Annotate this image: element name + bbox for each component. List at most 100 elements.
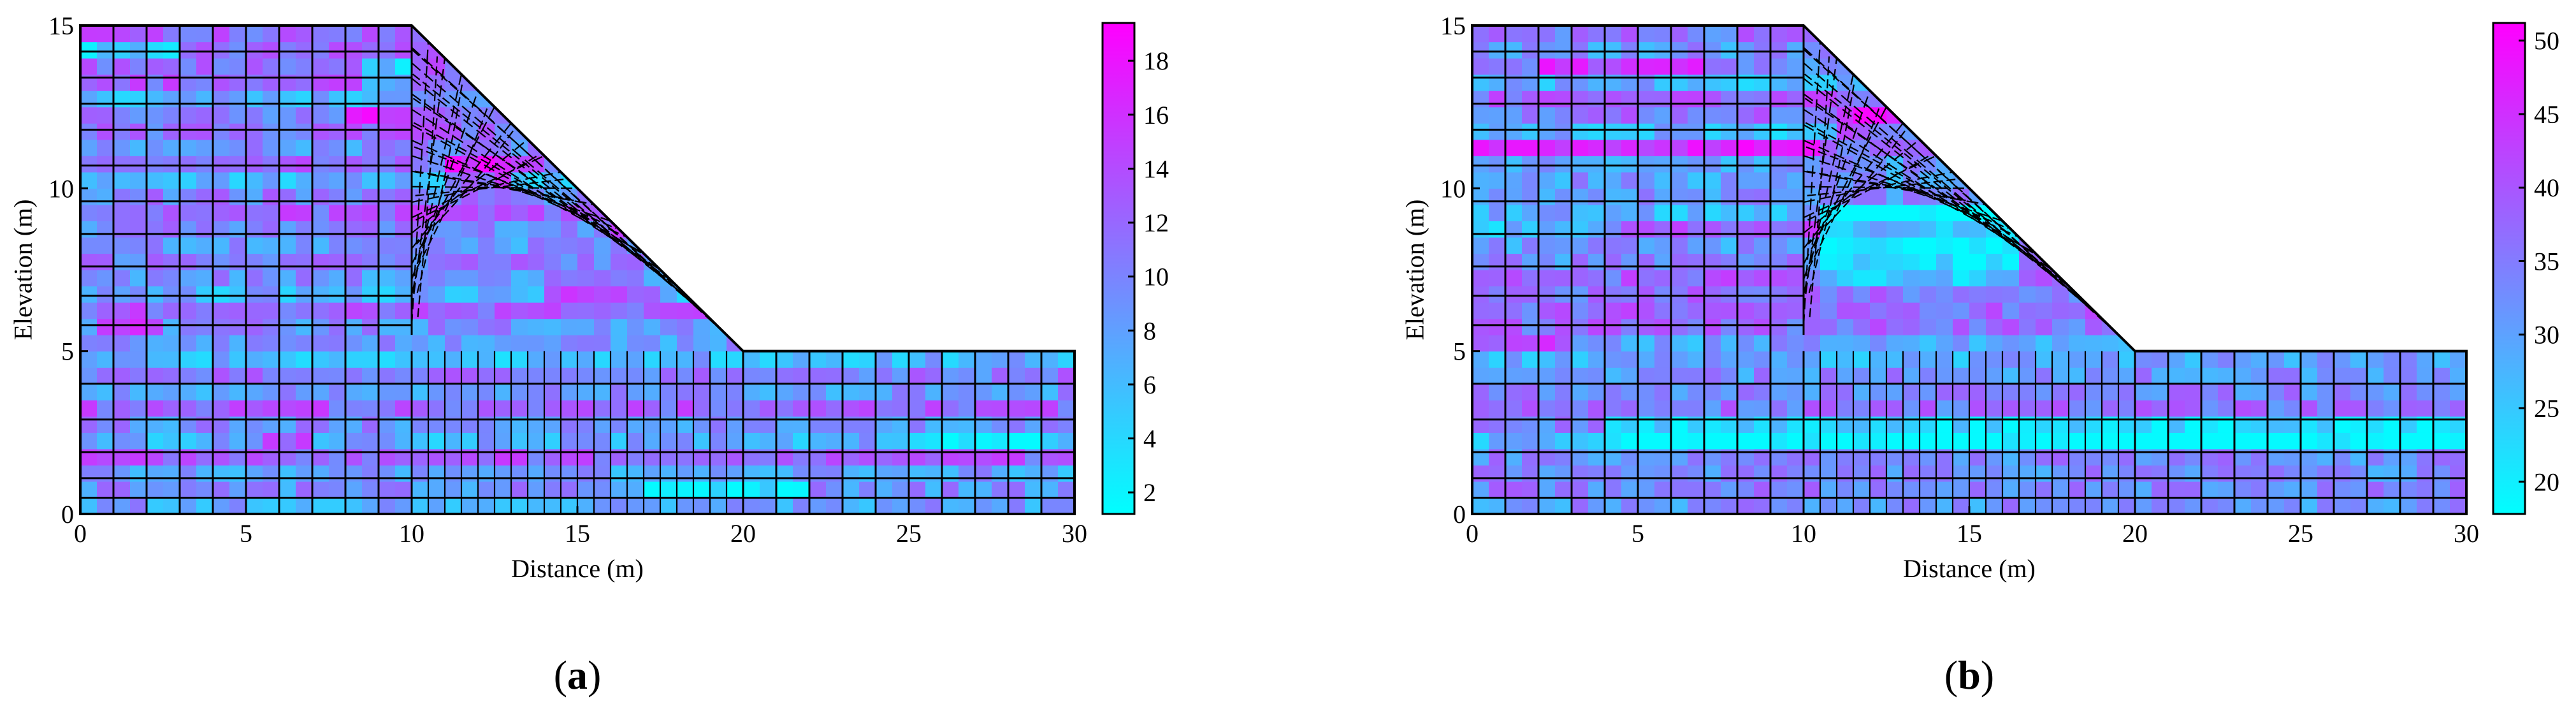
field-cell	[1953, 270, 1970, 287]
field-cell	[296, 351, 313, 368]
field-cell	[196, 302, 213, 319]
field-cell	[1920, 367, 1937, 385]
field-cell	[2218, 367, 2235, 385]
field-cell	[2019, 481, 2036, 499]
field-cell	[312, 351, 329, 368]
field-cell	[1605, 41, 1622, 59]
field-cell	[1903, 270, 1920, 287]
field-cell	[428, 351, 445, 368]
field-cell	[1621, 221, 1639, 238]
field-cell	[2052, 383, 2069, 400]
field-cell	[80, 188, 98, 205]
field-cell	[1605, 172, 1622, 189]
field-cell	[1008, 481, 1025, 499]
field-cell	[776, 383, 793, 400]
field-cell	[1654, 497, 1672, 514]
field-cell	[644, 351, 661, 368]
field-cell	[296, 156, 313, 173]
field-cell	[80, 286, 98, 303]
field-cell	[1472, 221, 1489, 238]
field-cell	[97, 367, 114, 385]
field-cell	[2334, 335, 2351, 352]
field-cell	[1688, 383, 1705, 400]
field-cell	[2168, 497, 2185, 514]
field-cell	[345, 139, 363, 156]
field-cell	[1472, 367, 1489, 385]
field-cell	[1621, 367, 1639, 385]
field-cell	[428, 318, 445, 335]
field-cell	[1704, 237, 1721, 254]
field-cell	[263, 58, 280, 75]
field-cell	[1041, 335, 1059, 352]
field-cell	[263, 351, 280, 368]
field-cell	[1654, 188, 1672, 205]
field-cell	[2118, 318, 2136, 335]
field-cell	[942, 351, 959, 368]
field-cell	[2185, 465, 2202, 482]
x-tick-label: 15	[565, 519, 590, 548]
field-cell	[1522, 400, 1539, 417]
field-cell	[296, 465, 313, 482]
y-tick-label: 15	[48, 11, 74, 40]
field-cell	[1008, 465, 1025, 482]
field-cell	[296, 91, 313, 108]
field-cell	[942, 497, 959, 514]
field-cell	[1704, 106, 1721, 124]
field-cell	[1837, 432, 1854, 450]
field-cell	[660, 253, 677, 270]
field-cell	[1953, 286, 1970, 303]
field-cell	[213, 383, 230, 400]
field-cell	[544, 318, 561, 335]
field-cell	[213, 367, 230, 385]
field-cell	[263, 465, 280, 482]
field-cell	[1538, 123, 1556, 140]
field-cell	[1522, 26, 1539, 43]
field-cell	[594, 237, 611, 254]
field-cell	[544, 335, 561, 352]
field-cell	[2317, 465, 2334, 482]
field-cell	[445, 253, 462, 270]
field-cell	[362, 318, 379, 335]
field-cell	[263, 318, 280, 335]
field-cell	[362, 270, 379, 287]
field-cell	[1953, 351, 1970, 368]
field-cell	[561, 481, 578, 499]
field-cell	[611, 204, 628, 221]
field-cell	[2085, 367, 2102, 385]
field-cell	[296, 432, 313, 450]
field-cell	[1505, 351, 1523, 368]
field-cell	[246, 106, 263, 124]
field-cell	[1588, 156, 1605, 173]
field-cell	[1025, 432, 1042, 450]
field-cell	[511, 383, 528, 400]
field-cell	[677, 318, 694, 335]
field-cell	[1870, 335, 1887, 352]
field-cell	[1936, 465, 1953, 482]
field-cell	[1903, 367, 1920, 385]
field-cell	[180, 253, 197, 270]
field-cell	[2135, 367, 2152, 385]
field-cell	[213, 253, 230, 270]
field-cell	[544, 383, 561, 400]
field-cell	[2350, 432, 2368, 450]
field-cell	[229, 302, 247, 319]
field-cell	[1770, 221, 1788, 238]
x-tick-label: 0	[1466, 519, 1479, 548]
colorbar-tick-label: 50	[2534, 27, 2559, 55]
field-cell	[2234, 383, 2252, 400]
field-cell	[395, 123, 412, 140]
field-cell	[1770, 91, 1788, 108]
field-cell	[2036, 400, 2053, 417]
field-cell	[412, 383, 429, 400]
field-cell	[743, 383, 760, 400]
field-cell	[561, 497, 578, 514]
field-cell	[461, 400, 479, 417]
field-cell	[1058, 481, 1075, 499]
field-cell	[2350, 383, 2368, 400]
field-cell	[1770, 58, 1788, 75]
field-cell	[2433, 351, 2450, 368]
field-cell	[379, 400, 396, 417]
field-cell	[2400, 400, 2417, 417]
field-cell	[1804, 400, 1821, 417]
field-cell	[594, 253, 611, 270]
